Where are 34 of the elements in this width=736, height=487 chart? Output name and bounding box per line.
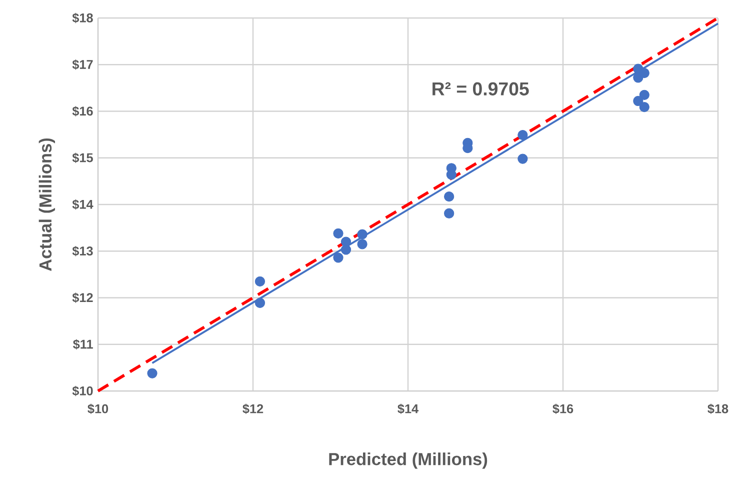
x-tick-label: $10 xyxy=(88,404,108,414)
point xyxy=(357,229,368,240)
y-tick-label: $18 xyxy=(72,12,93,24)
y-tick-label: $11 xyxy=(73,339,93,350)
y-tick-label: $13 xyxy=(72,246,93,256)
point xyxy=(518,154,528,164)
point xyxy=(639,90,650,100)
point xyxy=(340,244,352,255)
y-tick-label: $16 xyxy=(72,106,93,116)
point xyxy=(147,368,158,378)
x-tick-label: $16 xyxy=(552,404,574,414)
y-tick-label: $12 xyxy=(72,292,93,303)
point xyxy=(639,68,650,78)
point xyxy=(357,239,368,250)
y-tick-label: $14 xyxy=(72,199,94,210)
point xyxy=(444,192,454,202)
x-axis-title: Predicted (Millions) xyxy=(329,452,488,469)
x-tick-label: $18 xyxy=(708,404,728,414)
point xyxy=(633,96,644,106)
point xyxy=(518,130,528,140)
point xyxy=(333,228,344,238)
point xyxy=(639,102,650,112)
y-tick-label: $17 xyxy=(72,59,93,70)
point xyxy=(333,252,344,263)
x-tick-label: $14 xyxy=(398,404,418,414)
y-tick-label: $10 xyxy=(72,386,93,396)
x-tick-label: $12 xyxy=(242,404,264,414)
y-tick-label: $15 xyxy=(72,152,93,164)
y-axis-title: Actual (Millions) xyxy=(38,138,56,271)
point xyxy=(254,276,266,286)
annotation: R² = 0.9705 xyxy=(432,82,529,96)
point xyxy=(444,208,454,218)
point xyxy=(446,170,456,180)
point xyxy=(254,298,266,308)
